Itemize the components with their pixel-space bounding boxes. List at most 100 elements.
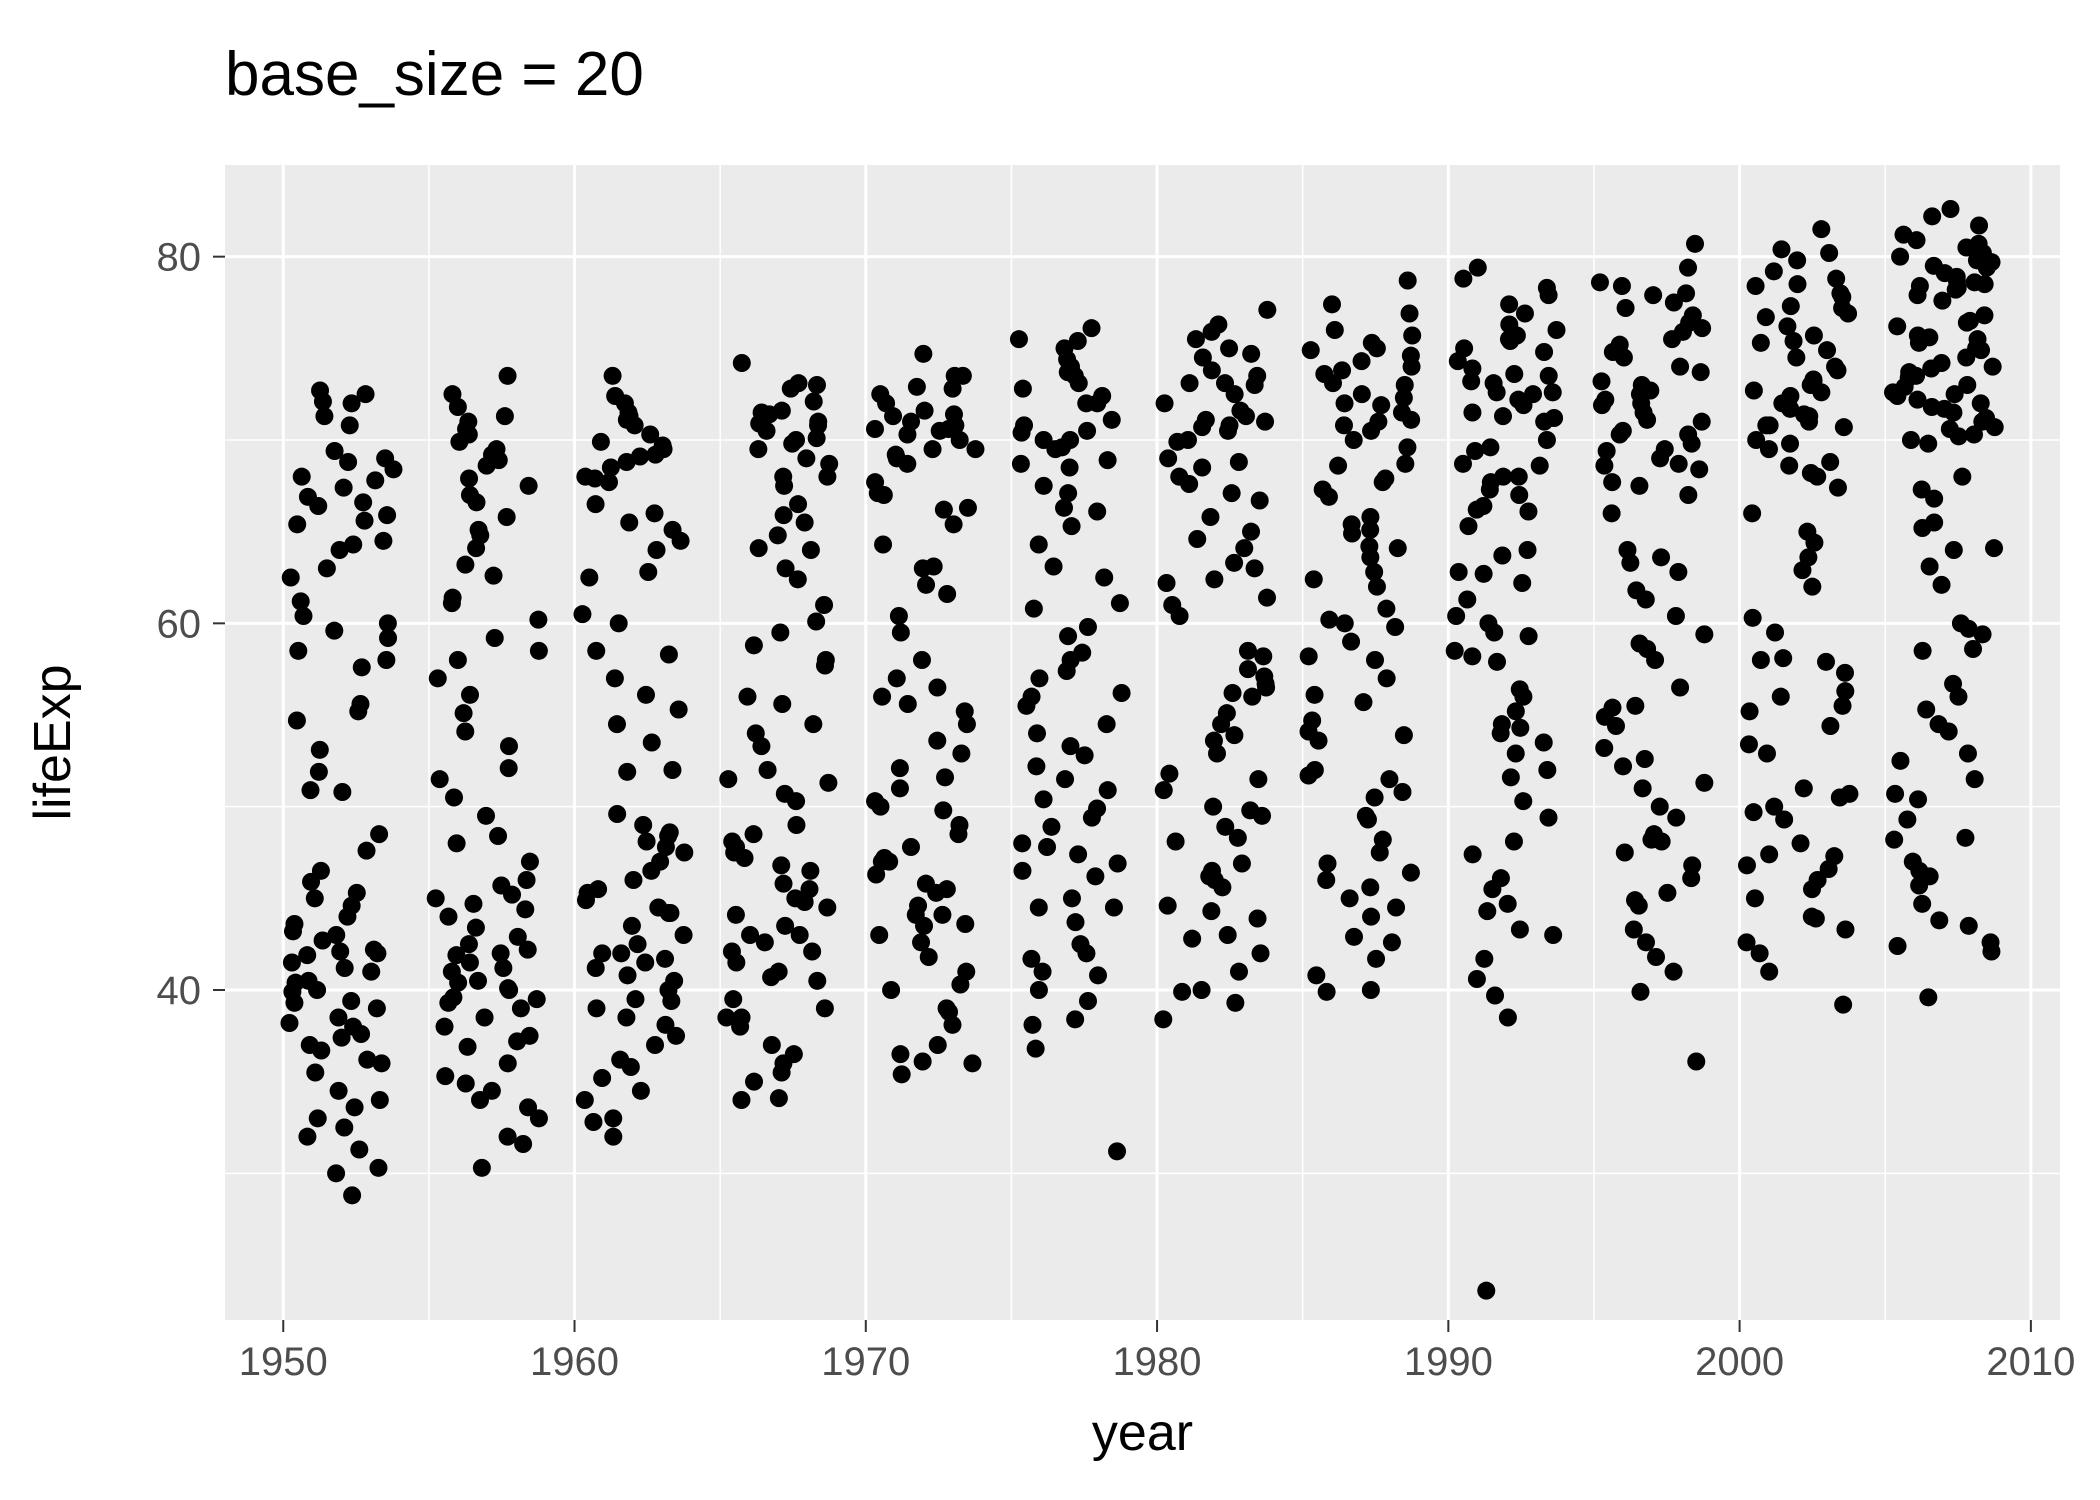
data-point xyxy=(1656,440,1674,458)
data-point xyxy=(1921,558,1939,576)
data-point xyxy=(1303,712,1321,730)
data-point xyxy=(1095,569,1113,587)
data-point xyxy=(759,761,777,779)
data-point xyxy=(1781,435,1799,453)
data-point xyxy=(1302,341,1320,359)
data-point xyxy=(1684,306,1702,324)
data-point xyxy=(1817,653,1835,671)
data-point xyxy=(646,1036,664,1054)
data-point xyxy=(675,844,693,862)
x-tick-label: 1950 xyxy=(239,1340,328,1384)
data-point xyxy=(1898,811,1916,829)
data-point xyxy=(1975,306,1993,324)
data-point xyxy=(1787,349,1805,367)
data-point xyxy=(1398,438,1416,456)
data-point xyxy=(796,514,814,532)
data-point xyxy=(362,963,380,981)
data-point xyxy=(1458,591,1476,609)
data-point xyxy=(1383,933,1401,951)
y-axis-title: lifeExp xyxy=(24,664,82,820)
data-point xyxy=(1088,800,1106,818)
data-point xyxy=(1598,442,1616,460)
data-point xyxy=(1468,970,1486,988)
data-point xyxy=(1159,449,1177,467)
data-point xyxy=(1362,981,1380,999)
data-point xyxy=(1692,363,1710,381)
data-point xyxy=(1242,345,1260,363)
data-point xyxy=(1513,574,1531,592)
data-point xyxy=(1108,1142,1126,1160)
data-point xyxy=(1930,911,1948,929)
data-point xyxy=(1218,704,1236,722)
data-point xyxy=(461,686,479,704)
data-point xyxy=(1500,316,1518,334)
y-tick-label: 80 xyxy=(157,236,202,280)
data-point xyxy=(1658,884,1676,902)
data-point xyxy=(1173,983,1191,1001)
data-point xyxy=(1679,486,1697,504)
data-point xyxy=(1170,468,1188,486)
data-point xyxy=(623,917,641,935)
data-point xyxy=(804,715,822,733)
data-point xyxy=(1821,717,1839,735)
data-point xyxy=(805,393,823,411)
data-point xyxy=(1538,761,1556,779)
data-point xyxy=(311,382,329,400)
data-point xyxy=(343,1186,361,1204)
data-point xyxy=(1307,966,1325,984)
data-point xyxy=(1333,361,1351,379)
data-point xyxy=(1013,834,1031,852)
data-point xyxy=(1651,798,1669,816)
data-point xyxy=(1241,801,1259,819)
data-point xyxy=(1389,539,1407,557)
data-point xyxy=(1343,515,1361,533)
data-point xyxy=(928,679,946,697)
data-point xyxy=(1363,334,1381,352)
data-point xyxy=(1246,559,1264,577)
data-point xyxy=(576,1091,594,1109)
data-point xyxy=(379,614,397,632)
data-point xyxy=(1205,732,1223,750)
data-point xyxy=(429,669,447,687)
data-point xyxy=(476,1009,494,1027)
data-point xyxy=(1984,358,2002,376)
data-point xyxy=(1203,862,1221,880)
data-point xyxy=(1886,785,1904,803)
data-point xyxy=(1376,470,1394,488)
data-point xyxy=(1603,473,1621,491)
data-point xyxy=(776,785,794,803)
data-point xyxy=(1630,477,1648,495)
data-point xyxy=(1248,367,1266,385)
data-point xyxy=(1093,387,1111,405)
data-point xyxy=(741,926,759,944)
data-point xyxy=(1486,987,1504,1005)
data-point xyxy=(1372,396,1390,414)
data-point xyxy=(456,556,474,574)
data-point xyxy=(455,704,473,722)
data-point xyxy=(376,449,394,467)
data-point xyxy=(461,486,479,504)
data-point xyxy=(660,646,678,664)
data-point xyxy=(1403,327,1421,345)
data-point xyxy=(909,897,927,915)
data-point xyxy=(1086,867,1104,885)
data-point xyxy=(342,992,360,1010)
data-point xyxy=(1902,431,1920,449)
data-point xyxy=(326,442,344,460)
data-point xyxy=(1953,468,1971,486)
data-point xyxy=(1634,779,1652,797)
data-point xyxy=(1524,385,1542,403)
data-point xyxy=(924,440,942,458)
data-point xyxy=(789,374,807,392)
data-point xyxy=(593,944,611,962)
data-point xyxy=(1493,547,1511,565)
data-point xyxy=(485,567,503,585)
data-point xyxy=(498,508,516,526)
data-point xyxy=(808,972,826,990)
data-point xyxy=(870,926,888,944)
data-point xyxy=(620,514,638,532)
data-point xyxy=(1306,686,1324,704)
data-point xyxy=(1205,570,1223,588)
data-point xyxy=(1909,790,1927,808)
data-point xyxy=(1900,363,1918,381)
